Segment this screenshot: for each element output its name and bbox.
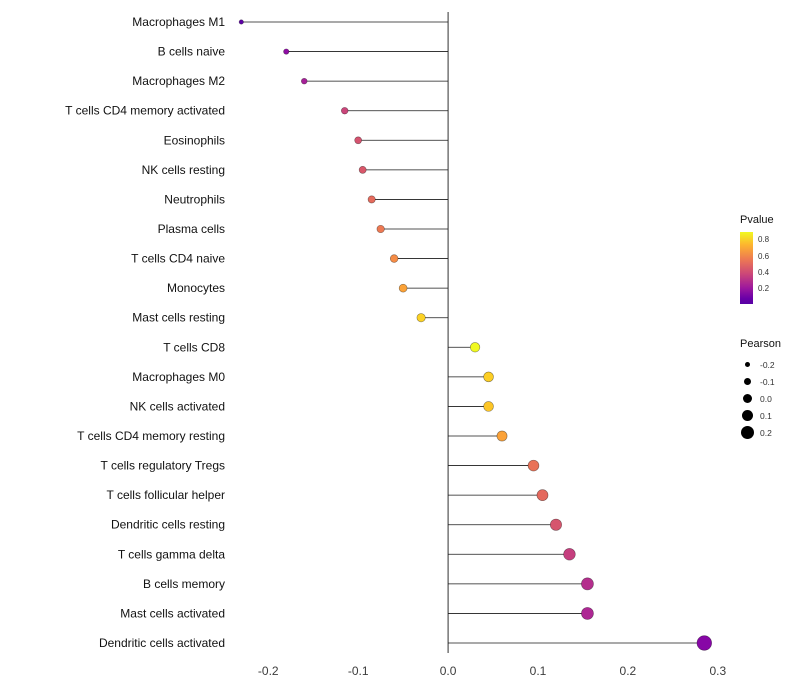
x-tick-label: 0.0 xyxy=(440,664,457,678)
category-label: Macrophages M2 xyxy=(132,74,225,88)
pearson-size-label: 0.2 xyxy=(760,427,772,438)
pvalue-legend: Pvalue 0.8 0.6 0.4 0.2 xyxy=(740,214,800,304)
category-label: T cells regulatory Tregs xyxy=(101,459,226,473)
pvalue-tick-label: 0.4 xyxy=(758,267,770,277)
lollipop-point xyxy=(483,401,494,412)
pearson-size-dot xyxy=(745,362,750,367)
category-label: Mast cells activated xyxy=(120,606,225,620)
lollipop-point xyxy=(367,195,376,204)
category-label: Eosinophils xyxy=(164,133,225,147)
category-label: T cells CD4 memory resting xyxy=(77,429,225,443)
lollipop-point xyxy=(581,577,594,591)
lollipop-point xyxy=(358,166,367,174)
pearson-size-label: 0.0 xyxy=(760,393,772,404)
lollipop-point xyxy=(527,459,540,472)
category-label: Monocytes xyxy=(167,281,225,295)
lollipop-point xyxy=(389,254,399,263)
category-label: NK cells resting xyxy=(142,163,225,177)
pearson-size-dot xyxy=(743,394,752,403)
pearson-size-label: -0.1 xyxy=(760,376,775,387)
lollipop-point xyxy=(341,107,349,115)
lollipop-point xyxy=(549,518,562,531)
lollipop-point xyxy=(416,313,426,323)
pearson-legend-item: 0.1 xyxy=(740,407,800,424)
lollipop-point xyxy=(563,548,576,561)
category-label: Mast cells resting xyxy=(132,311,225,325)
category-label: T cells gamma delta xyxy=(118,547,225,561)
category-label: B cells naive xyxy=(158,45,226,59)
lollipop-point xyxy=(536,489,549,501)
category-label: T cells CD4 memory activated xyxy=(65,104,225,118)
lollipop-point xyxy=(469,342,481,353)
lollipop-point xyxy=(283,48,290,55)
pearson-size-dot-cell xyxy=(740,394,755,403)
pvalue-legend-title: Pvalue xyxy=(740,214,774,226)
pvalue-colorbar-wrap: 0.8 0.6 0.4 0.2 xyxy=(740,232,800,304)
pearson-size-label: -0.2 xyxy=(760,359,775,370)
pearson-legend-item: -0.1 xyxy=(740,373,800,390)
pearson-size-dot-cell xyxy=(740,410,755,421)
pearson-legend-items: -0.2 -0.1 0.0 0.1 0.2 xyxy=(740,356,800,441)
lollipop-point xyxy=(581,607,594,620)
x-tick-label: -0.2 xyxy=(258,664,279,678)
pearson-size-dot-cell xyxy=(740,426,755,439)
pearson-legend-item: 0.2 xyxy=(740,424,800,441)
pvalue-tick-label: 0.2 xyxy=(758,284,770,294)
category-label: T cells CD8 xyxy=(163,340,225,354)
pvalue-tick-label: 0.8 xyxy=(758,235,770,245)
x-tick-label: 0.1 xyxy=(530,664,547,678)
pvalue-colorbar xyxy=(740,232,753,304)
lollipop-point xyxy=(496,430,508,442)
pearson-size-dot xyxy=(744,378,751,385)
lollipop-point xyxy=(301,77,308,85)
category-label: B cells memory xyxy=(143,577,225,591)
pearson-legend-item: 0.0 xyxy=(740,390,800,407)
category-label: T cells CD4 naive xyxy=(131,252,225,266)
lollipop-point xyxy=(696,635,712,651)
category-label: Macrophages M1 xyxy=(132,15,225,29)
pearson-size-dot xyxy=(741,426,754,439)
pearson-size-label: 0.1 xyxy=(760,410,772,421)
category-label: Dendritic cells resting xyxy=(111,518,225,532)
category-label: Neutrophils xyxy=(164,192,225,206)
category-label: NK cells activated xyxy=(130,399,225,413)
pearson-size-dot-cell xyxy=(740,378,755,385)
lollipop-point xyxy=(398,283,408,293)
lollipop-point xyxy=(376,224,385,234)
pearson-size-dot-cell xyxy=(740,362,755,367)
lollipop-point xyxy=(354,136,362,145)
lollipop-point xyxy=(238,19,244,25)
pvalue-tick-label: 0.6 xyxy=(758,251,770,261)
category-label: Dendritic cells activated xyxy=(99,636,225,650)
x-tick-label: -0.1 xyxy=(348,664,369,678)
x-tick-label: 0.3 xyxy=(709,664,726,678)
pearson-legend-item: -0.2 xyxy=(740,356,800,373)
x-tick-label: 0.2 xyxy=(620,664,637,678)
category-label: T cells follicular helper xyxy=(107,488,226,502)
category-label: Macrophages M0 xyxy=(132,370,225,384)
pearson-legend: Pearson -0.2 -0.1 0.0 0.1 0.2 xyxy=(740,338,800,441)
category-label: Plasma cells xyxy=(158,222,225,236)
legend-panel: Pvalue 0.8 0.6 0.4 0.2 Pearson -0.2 -0.1 0.0 0… xyxy=(740,214,800,441)
lollipop-point xyxy=(483,371,494,383)
pearson-size-dot xyxy=(742,410,753,421)
pearson-legend-title: Pearson xyxy=(740,338,781,350)
